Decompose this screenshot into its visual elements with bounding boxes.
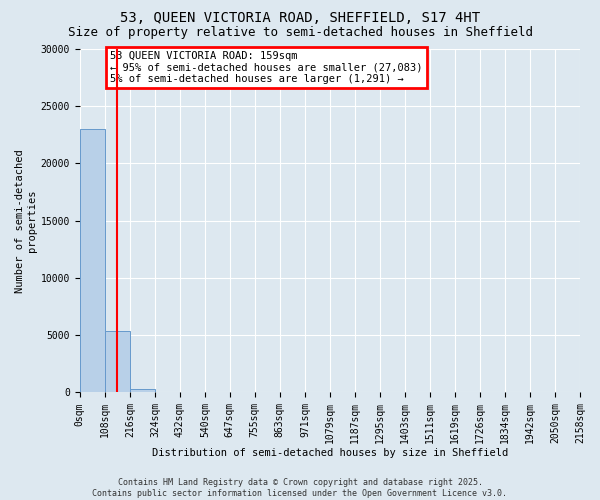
X-axis label: Distribution of semi-detached houses by size in Sheffield: Distribution of semi-detached houses by … bbox=[152, 448, 508, 458]
Text: 53, QUEEN VICTORIA ROAD, SHEFFIELD, S17 4HT: 53, QUEEN VICTORIA ROAD, SHEFFIELD, S17 … bbox=[120, 11, 480, 25]
Bar bbox=[130, 389, 155, 392]
Text: 53 QUEEN VICTORIA ROAD: 159sqm
← 95% of semi-detached houses are smaller (27,083: 53 QUEEN VICTORIA ROAD: 159sqm ← 95% of … bbox=[110, 50, 422, 84]
Text: Contains HM Land Registry data © Crown copyright and database right 2025.
Contai: Contains HM Land Registry data © Crown c… bbox=[92, 478, 508, 498]
Text: Size of property relative to semi-detached houses in Sheffield: Size of property relative to semi-detach… bbox=[67, 26, 533, 39]
Bar bbox=[105, 330, 130, 392]
Y-axis label: Number of semi-detached
properties: Number of semi-detached properties bbox=[15, 149, 37, 292]
Bar bbox=[80, 129, 104, 392]
